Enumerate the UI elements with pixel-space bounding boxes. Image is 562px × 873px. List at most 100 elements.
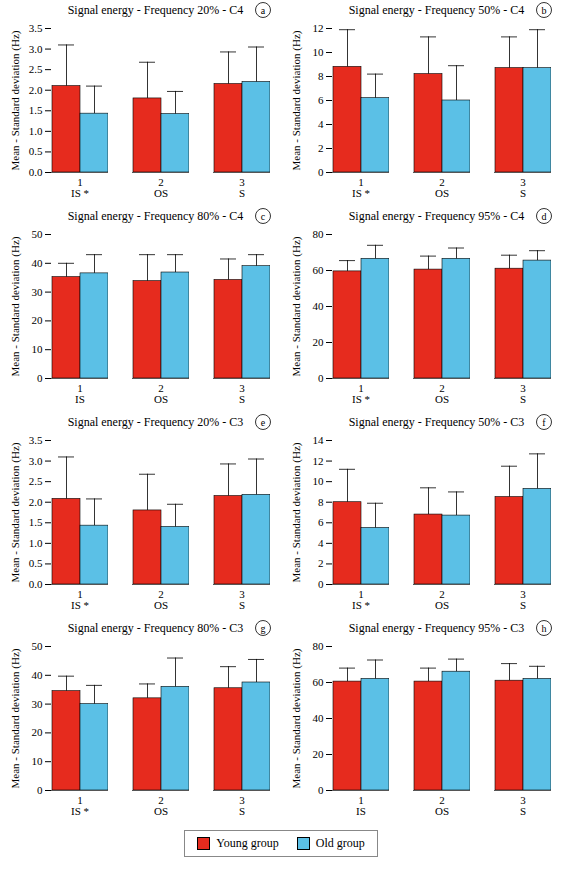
- svg-text:Mean - Standard deviation (Hz): Mean - Standard deviation (Hz): [9, 442, 22, 582]
- svg-text:1IS *: 1IS *: [352, 176, 370, 199]
- html-text:a: a: [260, 4, 266, 16]
- svg-text:3S: 3S: [520, 382, 526, 405]
- svg-text:10: 10: [313, 46, 325, 58]
- svg-text:40: 40: [32, 257, 44, 269]
- svg-text:80: 80: [313, 640, 325, 652]
- svg-text:0: 0: [318, 372, 324, 384]
- svg-text:2.5: 2.5: [29, 63, 43, 75]
- svg-text:Mean - Standard deviation (Hz): Mean - Standard deviation (Hz): [290, 236, 303, 376]
- svg-text:4: 4: [318, 118, 324, 130]
- svg-text:3.0: 3.0: [29, 455, 43, 467]
- svg-text:6: 6: [318, 516, 324, 528]
- svg-text:2OS: 2OS: [154, 176, 168, 199]
- svg-text:40: 40: [313, 300, 325, 312]
- svg-text:12: 12: [313, 455, 324, 467]
- svg-text:3S: 3S: [520, 588, 526, 611]
- svg-text:2: 2: [318, 142, 324, 154]
- svg-text:0: 0: [37, 372, 43, 384]
- svg-text:1.0: 1.0: [29, 125, 43, 137]
- svg-text:14: 14: [313, 434, 325, 446]
- svg-text:3S: 3S: [520, 794, 526, 817]
- html-text:Signal energy - Frequency 20%: Signal energy - Frequency 20% - C3: [67, 414, 244, 429]
- svg-text:6: 6: [318, 94, 324, 106]
- svg-text:8: 8: [318, 496, 324, 508]
- svg-text:Mean - Standard deviation (Hz): Mean - Standard deviation (Hz): [290, 30, 303, 170]
- svg-text:1.5: 1.5: [29, 516, 43, 528]
- svg-text:20: 20: [313, 748, 325, 760]
- svg-text:40: 40: [32, 669, 44, 681]
- svg-text:0: 0: [318, 578, 324, 590]
- svg-text:1IS *: 1IS *: [352, 588, 370, 611]
- svg-text:10: 10: [32, 755, 44, 767]
- svg-text:2OS: 2OS: [435, 382, 449, 405]
- svg-text:2.0: 2.0: [29, 84, 43, 96]
- svg-text:20: 20: [313, 336, 325, 348]
- html-text:Young group: Young group: [216, 836, 279, 850]
- html-text:Signal energy - Frequency 50%: Signal energy - Frequency 50% - C4: [348, 2, 525, 17]
- svg-text:2OS: 2OS: [435, 794, 449, 817]
- svg-text:40: 40: [313, 712, 325, 724]
- svg-text:3S: 3S: [520, 176, 526, 199]
- html-text:Signal energy - Frequency 50%: Signal energy - Frequency 50% - C3: [348, 414, 525, 429]
- svg-text:3S: 3S: [239, 588, 245, 611]
- svg-text:0.0: 0.0: [29, 578, 43, 590]
- svg-text:2OS: 2OS: [435, 176, 449, 199]
- svg-text:20: 20: [32, 726, 44, 738]
- svg-text:Mean - Standard deviation (Hz): Mean - Standard deviation (Hz): [9, 30, 22, 170]
- html-text:Signal energy - Frequency 80%: Signal energy - Frequency 80% - C3: [67, 620, 244, 635]
- svg-text:60: 60: [313, 264, 325, 276]
- svg-text:Mean - Standard deviation (Hz): Mean - Standard deviation (Hz): [9, 236, 22, 376]
- svg-text:80: 80: [313, 228, 325, 240]
- svg-text:3S: 3S: [239, 794, 245, 817]
- svg-text:2: 2: [318, 557, 324, 569]
- svg-text:3S: 3S: [239, 176, 245, 199]
- html-text:Old group: Old group: [315, 836, 365, 850]
- svg-text:0.0: 0.0: [29, 166, 43, 178]
- svg-text:1IS: 1IS: [75, 382, 85, 405]
- svg-text:30: 30: [32, 286, 44, 298]
- svg-text:2.0: 2.0: [29, 496, 43, 508]
- svg-text:50: 50: [32, 640, 44, 652]
- html-text:e: e: [260, 416, 266, 428]
- html-text:Signal energy - Frequency 20%: Signal energy - Frequency 20% - C4: [67, 2, 244, 17]
- svg-text:1IS: 1IS: [356, 794, 366, 817]
- svg-text:30: 30: [32, 698, 44, 710]
- svg-text:12: 12: [313, 22, 324, 34]
- svg-text:1IS *: 1IS *: [71, 176, 89, 199]
- svg-text:Mean - Standard deviation (Hz): Mean - Standard deviation (Hz): [290, 648, 303, 788]
- svg-text:Mean - Standard deviation (Hz): Mean - Standard deviation (Hz): [9, 648, 22, 788]
- svg-text:0: 0: [318, 166, 324, 178]
- svg-text:0: 0: [37, 784, 43, 796]
- html-text:Signal energy - Frequency 95%: Signal energy - Frequency 95% - C3: [348, 620, 525, 635]
- svg-text:1IS *: 1IS *: [71, 794, 89, 817]
- svg-text:3.0: 3.0: [29, 43, 43, 55]
- svg-text:2OS: 2OS: [154, 588, 168, 611]
- svg-text:2.5: 2.5: [29, 475, 43, 487]
- svg-text:50: 50: [32, 228, 44, 240]
- svg-text:1.5: 1.5: [29, 104, 43, 116]
- svg-text:0.5: 0.5: [29, 557, 43, 569]
- svg-text:3.5: 3.5: [29, 434, 43, 446]
- svg-text:8: 8: [318, 70, 324, 82]
- svg-text:Mean - Standard deviation (Hz): Mean - Standard deviation (Hz): [290, 442, 303, 582]
- svg-text:10: 10: [32, 343, 44, 355]
- html-text:b: b: [541, 4, 547, 16]
- html-text:d: d: [541, 210, 547, 222]
- svg-text:1.0: 1.0: [29, 537, 43, 549]
- html-text:c: c: [260, 210, 266, 222]
- svg-text:10: 10: [313, 475, 325, 487]
- svg-text:20: 20: [32, 314, 44, 326]
- svg-text:3S: 3S: [239, 382, 245, 405]
- html-text:Signal energy - Frequency 80%: Signal energy - Frequency 80% - C4: [67, 208, 244, 223]
- svg-text:0.5: 0.5: [29, 145, 43, 157]
- html-text:Signal energy - Frequency 95%: Signal energy - Frequency 95% - C4: [348, 208, 525, 223]
- svg-text:2OS: 2OS: [154, 794, 168, 817]
- svg-text:0: 0: [318, 784, 324, 796]
- svg-text:2OS: 2OS: [154, 382, 168, 405]
- svg-text:60: 60: [313, 676, 325, 688]
- svg-text:4: 4: [318, 537, 324, 549]
- svg-text:1IS *: 1IS *: [71, 588, 89, 611]
- svg-text:1IS *: 1IS *: [352, 382, 370, 405]
- svg-text:3.5: 3.5: [29, 22, 43, 34]
- svg-text:2OS: 2OS: [435, 588, 449, 611]
